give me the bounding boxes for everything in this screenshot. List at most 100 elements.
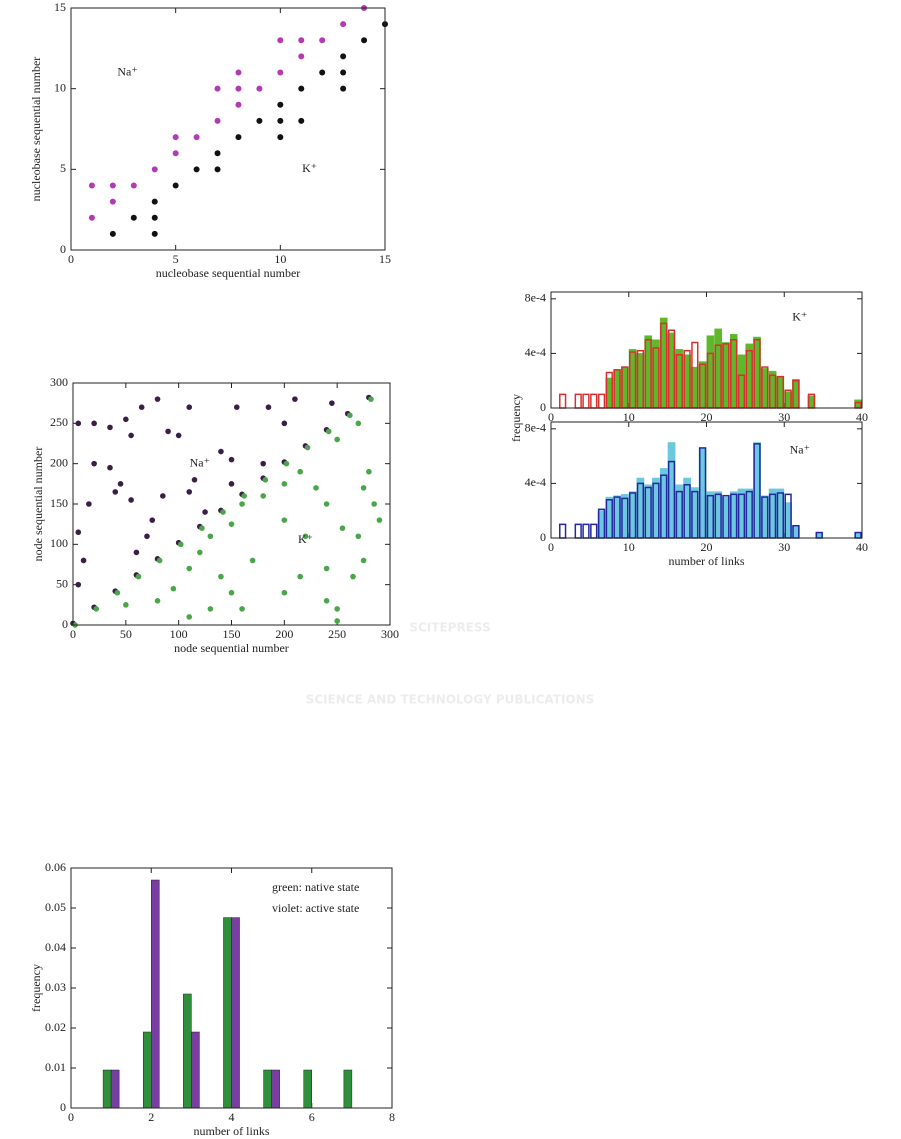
y-tick-label: 0.05 xyxy=(45,900,66,914)
point xyxy=(207,606,214,612)
point xyxy=(334,436,340,443)
point xyxy=(239,606,245,612)
point xyxy=(151,166,158,173)
point xyxy=(151,198,158,205)
point xyxy=(172,150,179,157)
point xyxy=(75,529,82,536)
point xyxy=(347,412,353,419)
point xyxy=(323,565,330,572)
x-tick-label: 15 xyxy=(379,252,391,266)
point xyxy=(277,37,284,44)
y-tick-label: 0 xyxy=(60,242,66,256)
bar xyxy=(102,1069,112,1109)
plot-frame xyxy=(70,867,393,1109)
y-tick-label: 0 xyxy=(540,400,546,414)
bar xyxy=(263,1069,272,1109)
x-tick-label: 40 xyxy=(856,410,868,424)
y-tick-label: 0.01 xyxy=(45,1060,66,1074)
point xyxy=(214,150,221,157)
point xyxy=(235,69,242,76)
y-tick-label: 200 xyxy=(50,455,68,469)
point xyxy=(75,420,82,427)
point xyxy=(297,468,303,475)
legend-entry: green: native state xyxy=(272,880,359,894)
point xyxy=(109,230,116,237)
x-tick-label: 0 xyxy=(70,627,76,641)
point xyxy=(88,214,95,221)
annotation: Na⁺ xyxy=(790,442,810,456)
histogram-bar xyxy=(574,393,582,409)
bar xyxy=(343,1069,353,1109)
point xyxy=(241,493,247,499)
x-tick-label: 4 xyxy=(229,1110,235,1124)
point xyxy=(302,533,309,540)
point xyxy=(233,404,240,411)
point xyxy=(75,581,82,588)
point xyxy=(283,460,290,467)
point xyxy=(165,428,171,435)
histogram-bar xyxy=(582,393,590,409)
point xyxy=(319,37,326,44)
point xyxy=(297,573,303,580)
plot-frame xyxy=(72,382,391,626)
bar xyxy=(191,1031,200,1109)
x-tick-label: 0 xyxy=(68,252,74,266)
x-axis-label: nucleobase sequential number xyxy=(156,266,301,280)
point xyxy=(368,396,374,402)
y-tick-label: 250 xyxy=(50,415,68,429)
point xyxy=(239,501,245,507)
annotation: K⁺ xyxy=(792,310,807,324)
y-tick-label: 0.04 xyxy=(45,940,66,954)
point xyxy=(350,573,356,580)
point xyxy=(249,557,256,564)
bar xyxy=(303,1069,313,1109)
x-tick-label: 10 xyxy=(623,410,635,424)
x-axis-label: number of links xyxy=(669,554,745,568)
point xyxy=(107,464,113,471)
point xyxy=(202,509,208,515)
x-tick-label: 10 xyxy=(274,252,286,266)
point xyxy=(281,420,288,427)
point xyxy=(128,432,134,439)
point xyxy=(112,489,119,495)
annotation: Na⁺ xyxy=(117,64,137,78)
point xyxy=(218,448,224,455)
annotation: K⁺ xyxy=(302,161,317,175)
y-tick-label: 4e-4 xyxy=(525,345,546,359)
y-tick-label: 0.06 xyxy=(45,860,66,874)
x-tick-label: 300 xyxy=(381,627,399,641)
plot-frame xyxy=(550,421,863,539)
point xyxy=(186,614,193,620)
point xyxy=(256,85,263,92)
plot-frame xyxy=(70,7,386,251)
point xyxy=(256,117,263,124)
point xyxy=(93,606,100,612)
x-tick-label: 20 xyxy=(701,540,713,554)
y-axis-label: frequency xyxy=(29,964,43,1012)
point xyxy=(199,525,205,531)
y-tick-label: 8e-4 xyxy=(525,421,546,435)
point xyxy=(298,117,305,124)
point xyxy=(260,493,267,499)
point xyxy=(304,444,311,451)
y-tick-label: 150 xyxy=(50,496,68,510)
x-tick-label: 200 xyxy=(275,627,293,641)
bar xyxy=(271,1069,280,1109)
point xyxy=(355,533,362,540)
x-tick-label: 10 xyxy=(623,540,635,554)
point xyxy=(298,53,305,60)
point xyxy=(186,565,193,572)
point xyxy=(172,134,179,141)
x-tick-label: 0 xyxy=(68,1110,74,1124)
point xyxy=(117,481,124,487)
point xyxy=(371,501,377,507)
y-axis-label: nucleobase sequential number xyxy=(29,57,43,202)
point xyxy=(235,85,242,92)
y-tick-label: 8e-4 xyxy=(525,291,546,305)
point xyxy=(186,404,193,411)
point xyxy=(172,182,179,189)
histogram-bar xyxy=(559,523,567,539)
point xyxy=(277,101,284,108)
point xyxy=(193,166,200,173)
